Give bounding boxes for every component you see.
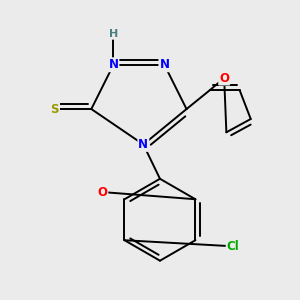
Text: Cl: Cl: [226, 240, 239, 253]
Text: N: N: [138, 138, 148, 151]
Text: N: N: [159, 58, 170, 71]
Text: O: O: [98, 186, 107, 199]
Text: N: N: [109, 58, 118, 71]
Text: H: H: [109, 29, 118, 39]
Text: S: S: [51, 103, 59, 116]
Text: O: O: [219, 71, 229, 85]
